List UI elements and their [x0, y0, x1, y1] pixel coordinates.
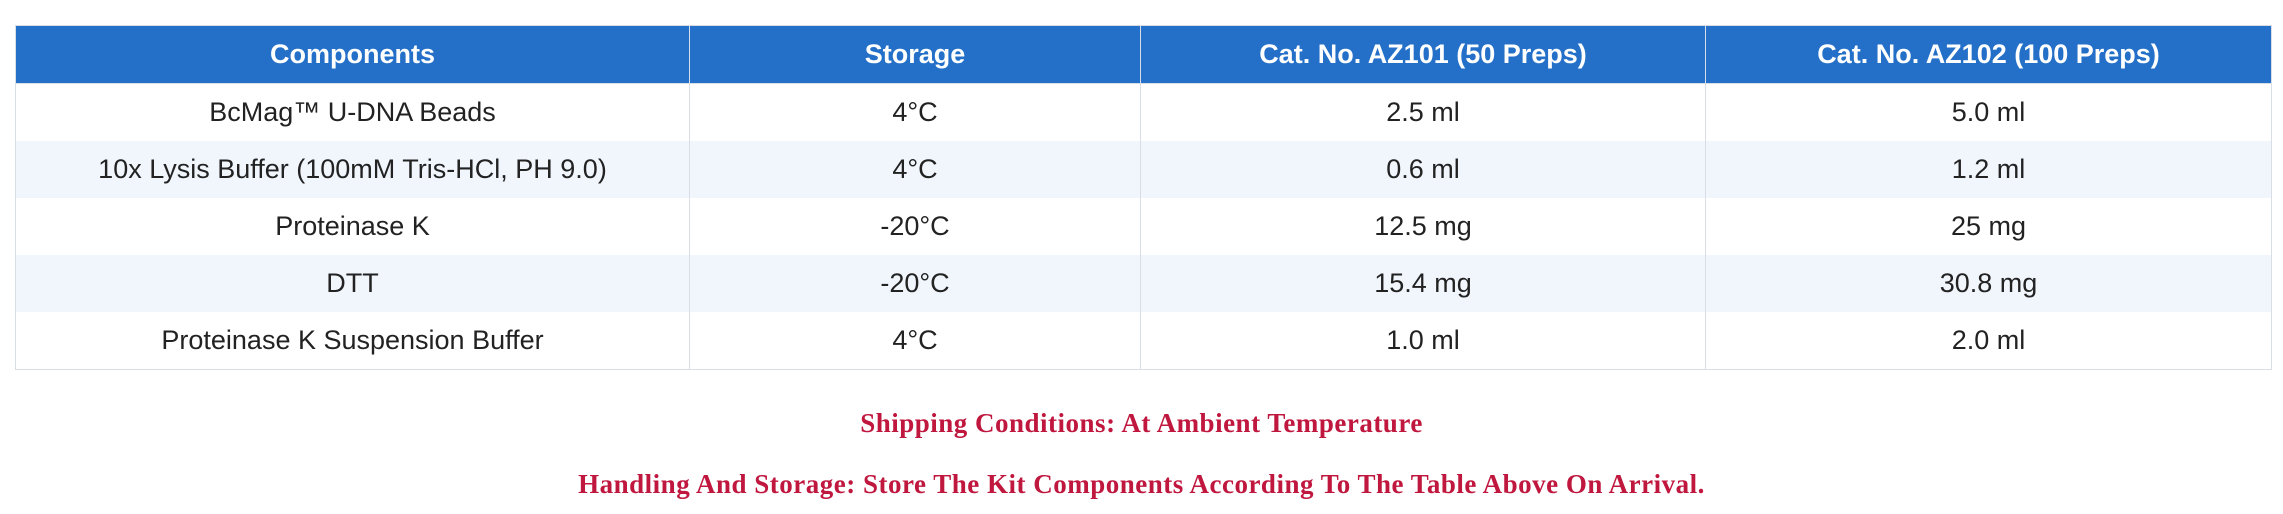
storage-note: Handling And Storage: Store The Kit Comp… [578, 469, 1705, 499]
table-cell: 30.8 mg [1705, 255, 2272, 312]
table-cell: BcMag™ U-DNA Beads [15, 83, 690, 141]
table-cell: 4°C [689, 141, 1141, 198]
table-cell: 4°C [689, 83, 1141, 141]
table-row: 10x Lysis Buffer (100mM Tris-HCl, PH 9.0… [15, 141, 2272, 198]
table-cell: -20°C [689, 255, 1141, 312]
table-row: Proteinase K Suspension Buffer 4°C 1.0 ml 2… [15, 312, 2272, 370]
header-cell: Storage [689, 25, 1141, 84]
table-cell: 1.0 ml [1140, 312, 1706, 370]
header-cell: Cat. No. AZ102 (100 Preps) [1705, 25, 2272, 84]
table-cell: Proteinase K [15, 198, 690, 255]
table-cell: 0.6 ml [1140, 141, 1706, 198]
table-cell: Proteinase K Suspension Buffer [15, 312, 690, 370]
table-cell: 10x Lysis Buffer (100mM Tris-HCl, PH 9.0… [15, 141, 690, 198]
components-table: Components Storage Cat. No. AZ101 (50 Prep… [15, 25, 2272, 370]
table-row: Proteinase K -20°C 12.5 mg 25 mg [15, 198, 2272, 255]
table-row: BcMag™ U-DNA Beads 4°C 2.5 ml 5.0 ml [15, 83, 2272, 141]
table-row: DTT -20°C 15.4 mg 30.8 mg [15, 255, 2272, 312]
table-cell: 2.0 ml [1705, 312, 2272, 370]
shipping-note: Shipping Conditions: At Ambient Temperat… [860, 408, 1423, 438]
header-row: Components Storage Cat. No. AZ101 (50 Prep… [15, 25, 2272, 84]
table-cell: 15.4 mg [1140, 255, 1706, 312]
table-cell: 4°C [689, 312, 1141, 370]
table-cell: 1.2 ml [1705, 141, 2272, 198]
table-cell: 2.5 ml [1140, 83, 1706, 141]
table-cell: 12.5 mg [1140, 198, 1706, 255]
header-cell: Cat. No. AZ101 (50 Preps) [1140, 25, 1706, 84]
table-cell: -20°C [689, 198, 1141, 255]
header-cell: Components [15, 25, 690, 84]
table-cell: DTT [15, 255, 690, 312]
table-cell: 25 mg [1705, 198, 2272, 255]
table-cell: 5.0 ml [1705, 83, 2272, 141]
table-body: BcMag™ U-DNA Beads 4°C 2.5 ml 5.0 ml 10x Lys… [15, 83, 2272, 370]
